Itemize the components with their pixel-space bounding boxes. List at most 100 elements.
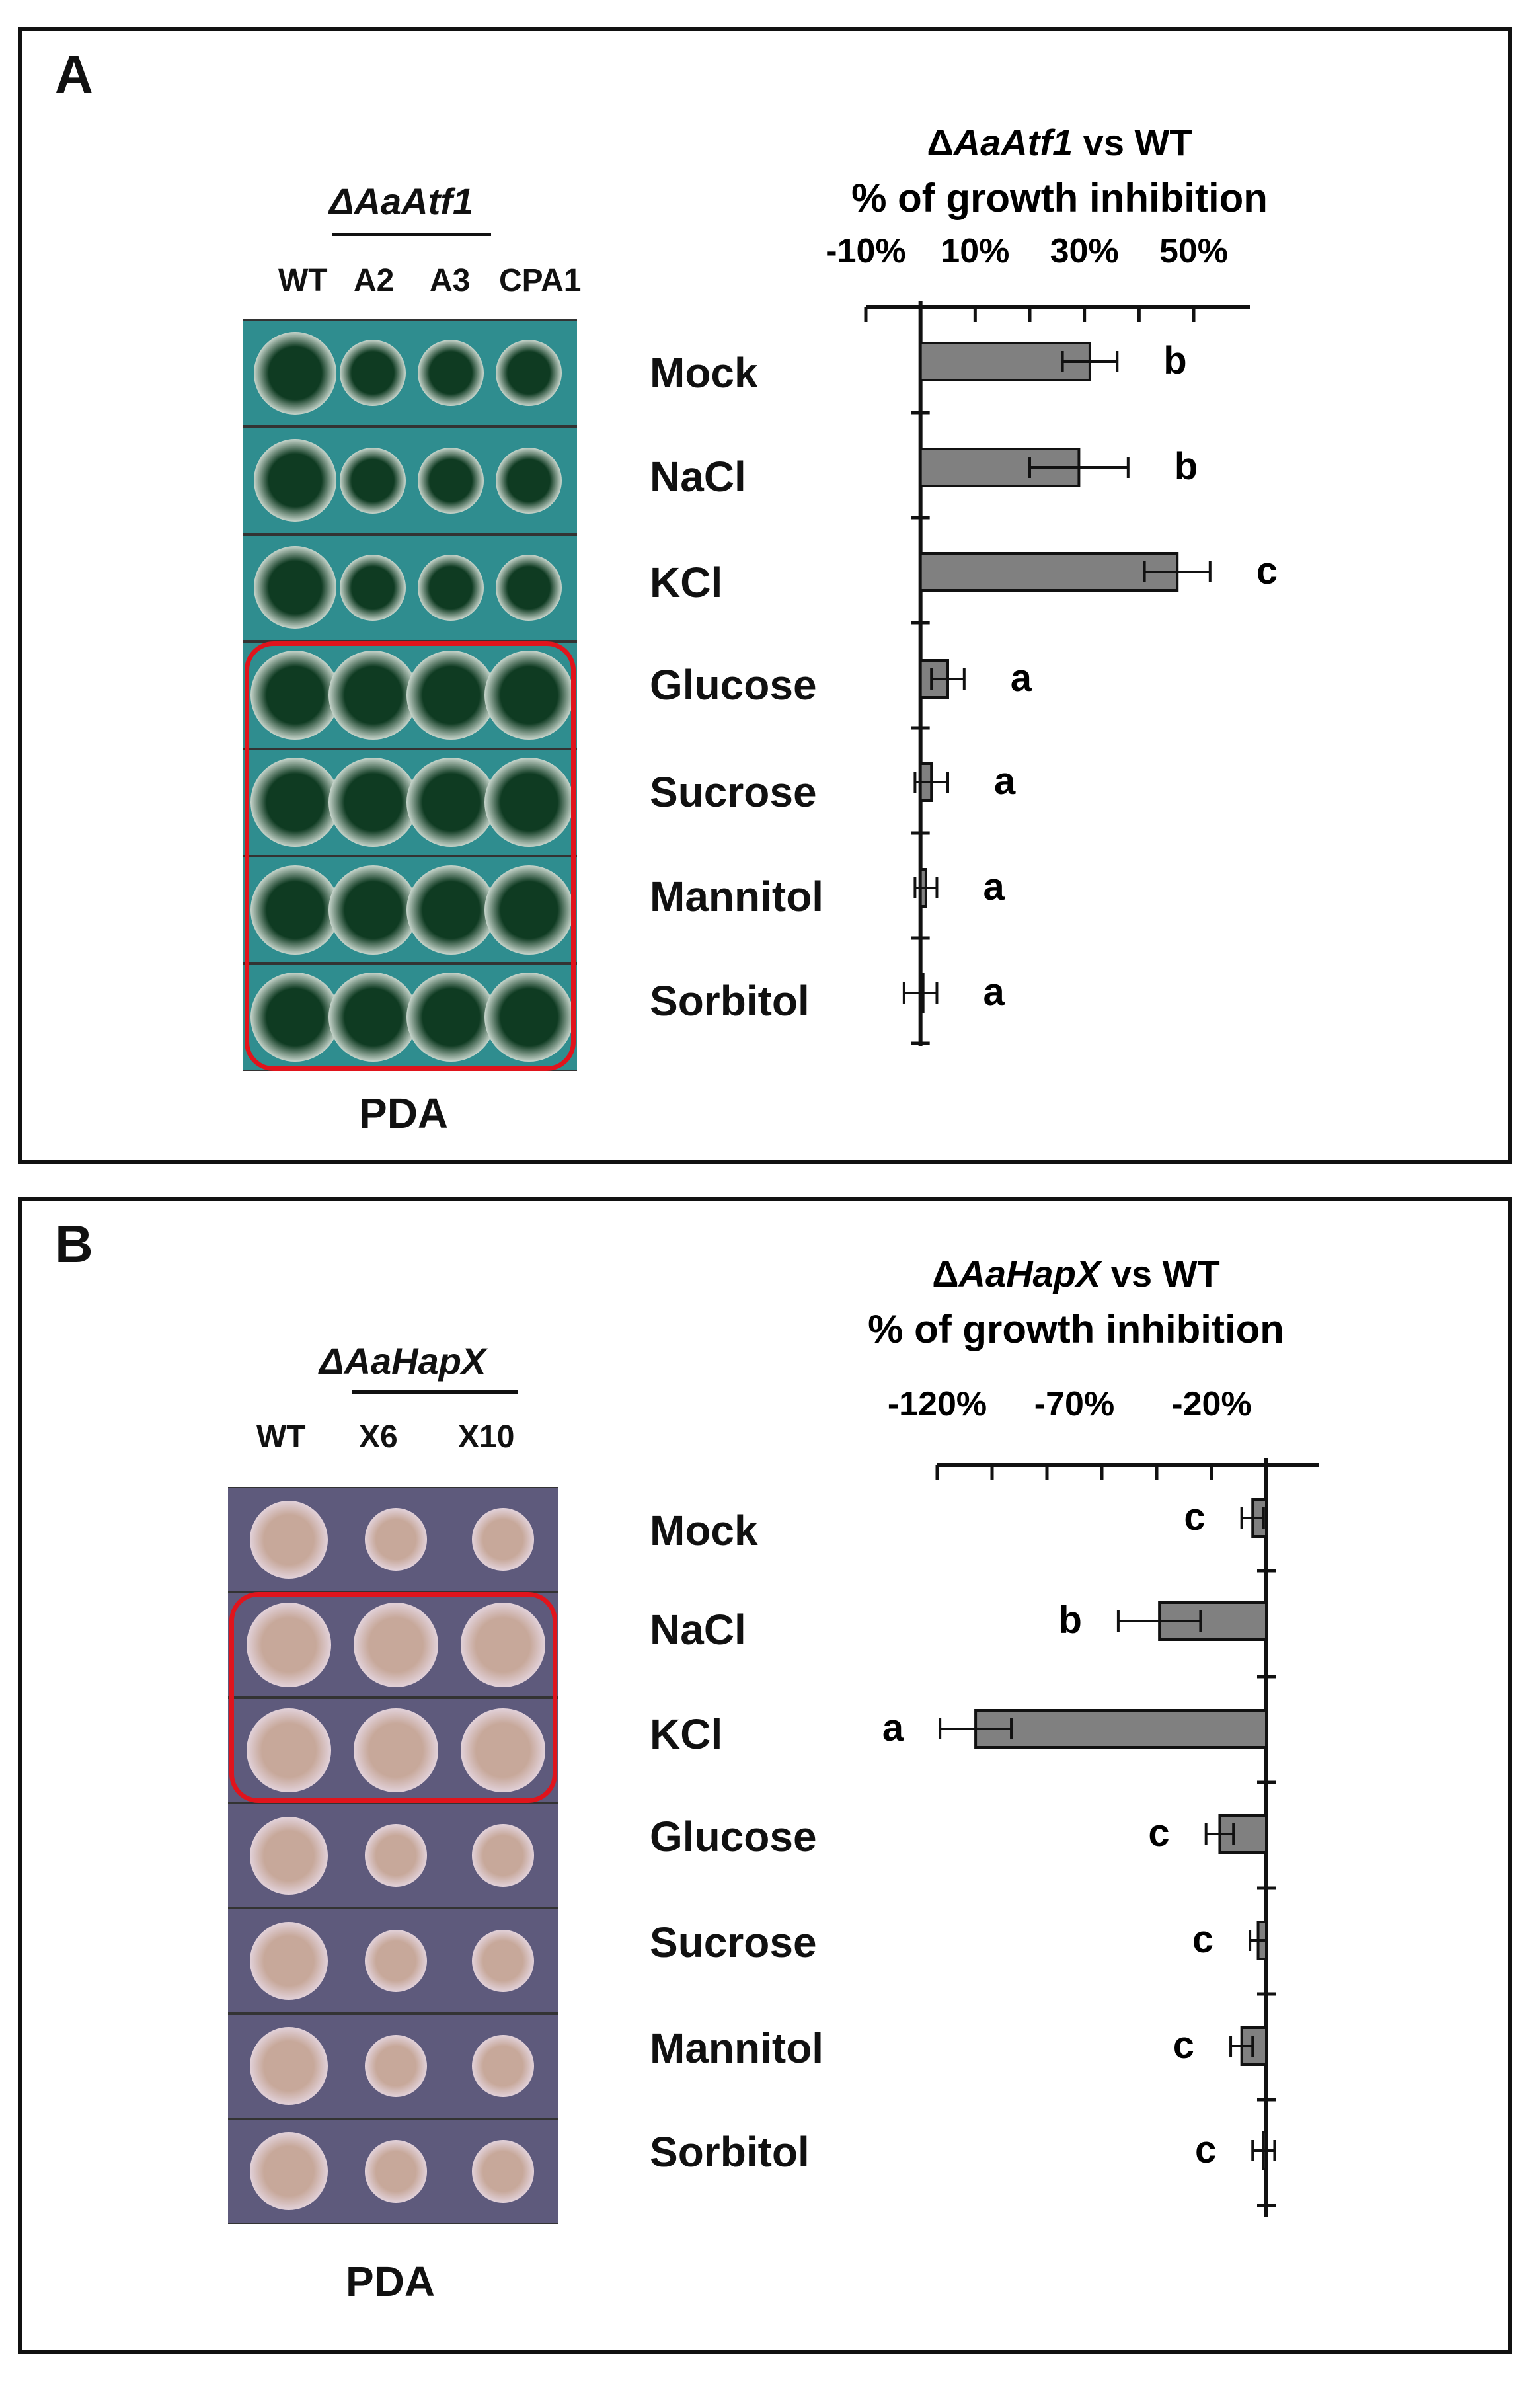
bar bbox=[919, 552, 1179, 592]
colony bbox=[250, 1816, 328, 1895]
significance-label: a bbox=[983, 971, 1005, 1013]
colony bbox=[406, 865, 496, 955]
panel-label-b: B bbox=[55, 1214, 93, 1273]
plate-row bbox=[243, 428, 577, 533]
highlight-box bbox=[229, 1592, 557, 1803]
condition-label: Sucrose bbox=[650, 768, 817, 816]
colony bbox=[250, 1500, 328, 1579]
medium-label-b: PDA bbox=[346, 2258, 436, 2305]
medium-label-a: PDA bbox=[359, 1090, 449, 1137]
inhibition-chart-a: ΔAaAtf1 vs WT % of growth inhibition -10% 1… bbox=[826, 122, 1278, 1046]
plate-row bbox=[243, 750, 577, 855]
x-tick-label: 10% bbox=[941, 232, 1009, 270]
significance-label: a bbox=[994, 760, 1016, 803]
significance-label: c bbox=[1173, 2024, 1194, 2067]
colony bbox=[496, 554, 562, 621]
colony bbox=[328, 758, 418, 848]
colony bbox=[364, 1824, 428, 1887]
significance-label: c bbox=[1184, 1495, 1205, 1538]
significance-label: a bbox=[983, 865, 1005, 908]
x-tick-label: -120% bbox=[888, 1385, 987, 1423]
colony bbox=[471, 1929, 535, 1993]
colony bbox=[418, 340, 484, 407]
plate-row bbox=[243, 965, 577, 1070]
colony bbox=[364, 2034, 428, 2098]
panel-label-a: A bbox=[55, 45, 93, 104]
condition-label: NaCl bbox=[650, 453, 746, 500]
significance-label: c bbox=[1192, 1918, 1213, 1961]
condition-label: Mannitol bbox=[650, 873, 824, 920]
plate-row bbox=[228, 1909, 558, 2012]
lane-label: X6 bbox=[359, 1419, 398, 1454]
colony bbox=[418, 554, 484, 621]
lane-label: WT bbox=[256, 1419, 306, 1454]
colony bbox=[354, 1603, 438, 1687]
significance-label: b bbox=[1058, 1599, 1081, 1642]
condition-label: Sorbitol bbox=[650, 977, 810, 1025]
colony bbox=[484, 758, 574, 848]
condition-label: KCl bbox=[650, 1710, 723, 1758]
significance-label: a bbox=[882, 1706, 904, 1749]
colony bbox=[340, 447, 406, 514]
plate-row bbox=[228, 1698, 558, 1802]
condition-label: KCl bbox=[650, 559, 723, 606]
plate-row bbox=[228, 1804, 558, 1907]
significance-label: c bbox=[1256, 549, 1278, 592]
colony bbox=[250, 2027, 328, 2106]
colony bbox=[250, 2132, 328, 2211]
lane-label: A2 bbox=[354, 263, 395, 298]
colony bbox=[364, 1929, 428, 1993]
condition-label: Sorbitol bbox=[650, 2128, 810, 2176]
plate-row bbox=[243, 321, 577, 426]
bar bbox=[974, 1709, 1268, 1749]
chart-subtitle: % of growth inhibition bbox=[851, 176, 1268, 220]
plate-row bbox=[228, 1593, 558, 1696]
significance-label: a bbox=[1011, 656, 1032, 699]
colony bbox=[250, 758, 340, 848]
condition-label: Glucose bbox=[650, 661, 817, 709]
colony bbox=[496, 447, 562, 514]
condition-label: NaCl bbox=[650, 1606, 746, 1653]
colony bbox=[250, 865, 340, 955]
colony bbox=[406, 758, 496, 848]
plate-row bbox=[228, 1488, 558, 1591]
colony bbox=[496, 340, 562, 407]
colony bbox=[484, 865, 574, 955]
colony bbox=[406, 650, 496, 740]
condition-label: Mock bbox=[650, 1507, 758, 1554]
lane-label: CPA1 bbox=[499, 263, 582, 298]
colony bbox=[328, 865, 418, 955]
colony bbox=[340, 340, 406, 407]
colony bbox=[250, 1921, 328, 2000]
lane-label: A3 bbox=[430, 263, 471, 298]
significance-label: c bbox=[1195, 2128, 1216, 2171]
significance-label: c bbox=[1148, 1811, 1169, 1854]
x-tick-label: -10% bbox=[826, 232, 905, 270]
colony bbox=[471, 2034, 535, 2098]
chart-title: ΔAaHapX vs WT bbox=[932, 1253, 1219, 1294]
colony bbox=[253, 546, 336, 629]
x-tick-label: 30% bbox=[1050, 232, 1119, 270]
colony bbox=[340, 554, 406, 621]
colony bbox=[253, 331, 336, 415]
condition-label: Mock bbox=[650, 349, 758, 397]
colony bbox=[247, 1708, 331, 1792]
plate-row bbox=[228, 2014, 558, 2118]
strain-header-a: ΔAaAtf1 bbox=[329, 180, 474, 222]
plate-row bbox=[243, 643, 577, 748]
strain-underline-a bbox=[332, 233, 491, 236]
plate-row bbox=[228, 2120, 558, 2223]
colony bbox=[471, 1824, 535, 1887]
plate-images-b bbox=[228, 1487, 558, 2224]
colony bbox=[406, 973, 496, 1062]
significance-label: b bbox=[1163, 339, 1186, 382]
colony bbox=[253, 439, 336, 522]
x-tick-label: -20% bbox=[1171, 1385, 1251, 1423]
panel-a: A ΔAaAtf1 WT A2 A3 CPA1 Mock NaCl KCl Glucose S… bbox=[18, 27, 1512, 1164]
strain-underline-b bbox=[352, 1390, 518, 1394]
colony bbox=[328, 973, 418, 1062]
plate-row bbox=[243, 857, 577, 963]
condition-label: Glucose bbox=[650, 1813, 817, 1860]
plate-images-a bbox=[243, 319, 577, 1071]
colony bbox=[328, 650, 418, 740]
